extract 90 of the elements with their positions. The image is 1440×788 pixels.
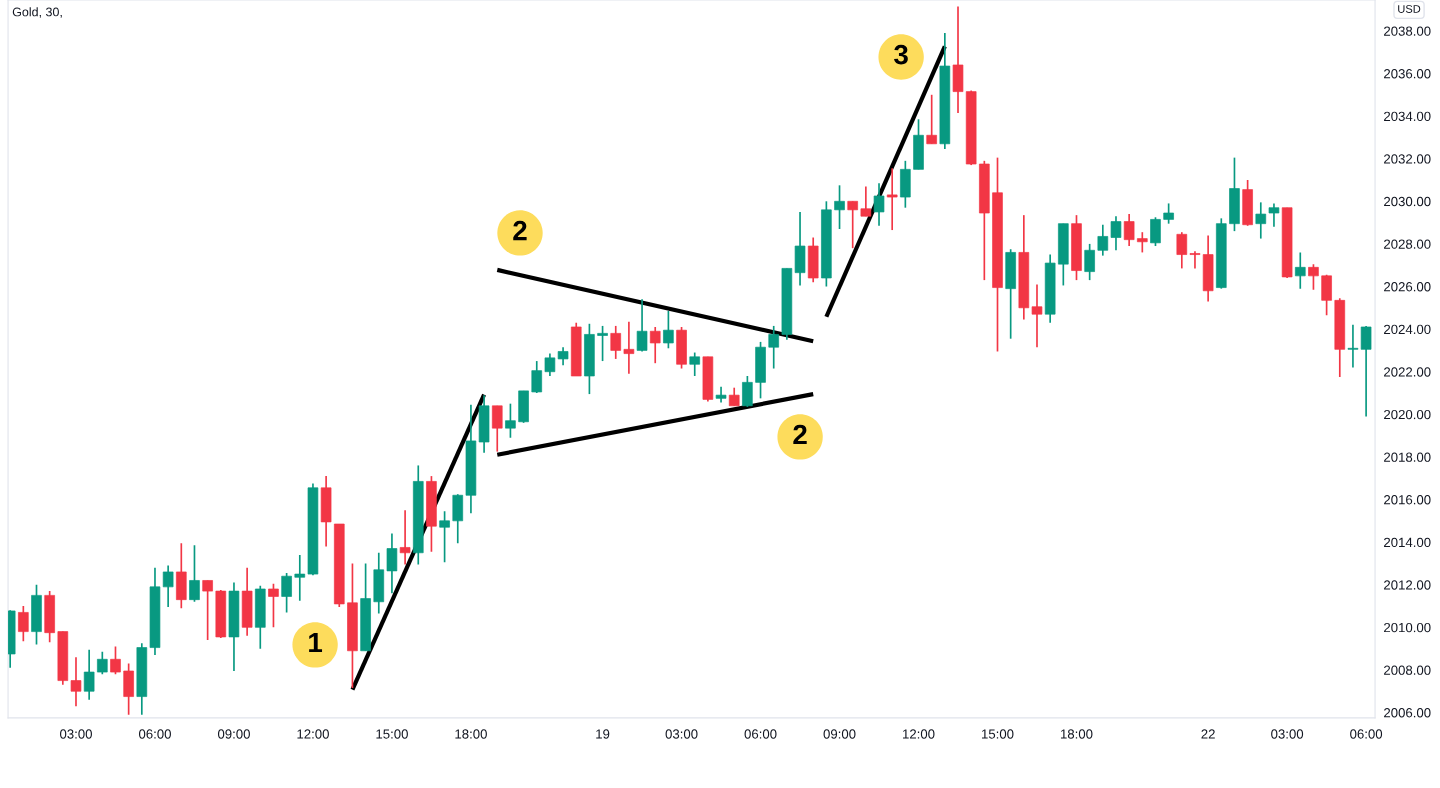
candlestick	[1268, 202, 1280, 228]
x-tick-label: 15:00	[376, 729, 408, 739]
x-tick-label: 12:00	[297, 729, 329, 739]
y-tick-label: 2034.00	[1384, 111, 1431, 122]
candlestick	[386, 532, 398, 595]
candlestick	[1176, 231, 1188, 270]
candlestick	[663, 310, 674, 350]
candlestick	[544, 352, 556, 377]
candlestick	[268, 582, 279, 629]
y-tick-label: 2008.00	[1384, 665, 1431, 675]
candlestick	[597, 325, 608, 362]
y-tick-label: 2016.00	[1384, 495, 1431, 505]
candlestick	[281, 572, 292, 614]
candlestick	[1031, 283, 1043, 349]
candlestick	[1189, 250, 1201, 270]
candlestick	[742, 375, 753, 408]
y-tick-label: 2012.00	[1384, 580, 1431, 590]
candlestick	[83, 648, 95, 701]
candlestick	[1255, 201, 1267, 240]
x-tick-label: 19	[596, 729, 610, 739]
annotation: 1	[309, 632, 323, 653]
candlestick	[834, 184, 845, 230]
candlestick	[110, 645, 121, 676]
candlestick	[1360, 325, 1372, 418]
x-tick-label: 09:00	[217, 729, 250, 739]
y-tick-label: 2036.00	[1384, 69, 1431, 79]
candlestick	[847, 200, 858, 250]
y-tick-label: 2022.00	[1384, 367, 1431, 377]
candlestick	[1084, 243, 1095, 281]
x-tick-label: 06:00	[138, 729, 171, 739]
y-tick-label: 2014.00	[1384, 537, 1431, 548]
x-tick-label: 15:00	[982, 729, 1014, 739]
candlestick	[768, 325, 779, 370]
x-tick-label: 22	[1201, 729, 1215, 739]
candlestick	[1137, 231, 1148, 254]
y-tick-label: 2030.00	[1384, 196, 1431, 207]
candlestick	[873, 182, 885, 227]
candlestick	[623, 320, 635, 375]
candlestick	[189, 544, 200, 603]
annotation: 2	[793, 424, 807, 445]
candlestick	[1097, 223, 1109, 257]
candlestick	[531, 360, 543, 394]
candlestick	[689, 351, 701, 377]
y-tick-label: 2018.00	[1384, 452, 1431, 462]
x-tick-label: 03:00	[665, 729, 698, 739]
y-tick-label: 2024.00	[1384, 324, 1431, 335]
x-tick-label: 18:00	[455, 729, 487, 739]
candlestick	[1295, 251, 1306, 290]
candlestick	[1308, 263, 1319, 291]
candlestick	[1123, 213, 1135, 247]
candlestick	[399, 509, 411, 566]
candlestick	[97, 650, 108, 676]
candlestick	[202, 579, 213, 641]
candlestick	[505, 402, 516, 439]
candlestick	[70, 656, 82, 707]
candlestick	[1110, 215, 1122, 252]
candlestick	[886, 167, 898, 231]
text: USD	[1398, 5, 1421, 13]
candlestick	[294, 554, 306, 602]
x-tick-label: 18:00	[1060, 729, 1093, 739]
candlestick	[636, 298, 648, 353]
annotation: 2	[513, 220, 527, 241]
x-tick-label: 03:00	[60, 729, 92, 739]
annotation: 3	[894, 44, 908, 65]
x-tick-label: 03:00	[1271, 729, 1304, 739]
x-tick-label: 09:00	[823, 729, 856, 739]
candlestick	[649, 326, 661, 365]
x-tick-label: 06:00	[744, 729, 777, 739]
candlestick	[1150, 216, 1161, 247]
candlestick	[1347, 324, 1359, 369]
candlestick	[926, 93, 937, 145]
text: Gold, 30,	[12, 7, 62, 18]
candlestick	[491, 404, 503, 453]
y-tick-label: 2038.00	[1384, 26, 1431, 36]
y-tick-label: 2006.00	[1384, 708, 1431, 718]
candlestick	[162, 564, 174, 608]
y-tick-label: 2032.00	[1384, 154, 1431, 164]
candlestick	[728, 386, 740, 407]
x-tick-label: 06:00	[1350, 729, 1383, 739]
candlestick	[860, 185, 872, 218]
candlestick	[18, 605, 29, 643]
candlestick	[1163, 202, 1174, 225]
y-tick-label: 2028.00	[1384, 239, 1431, 249]
y-tick-label: 2020.00	[1384, 409, 1431, 420]
candlestick	[557, 346, 569, 367]
y-tick-label: 2026.00	[1384, 282, 1431, 292]
candlestick	[439, 510, 450, 564]
y-tick-label: 2010.00	[1384, 622, 1431, 633]
candlestick	[610, 325, 622, 360]
x-tick-label: 12:00	[903, 729, 935, 739]
